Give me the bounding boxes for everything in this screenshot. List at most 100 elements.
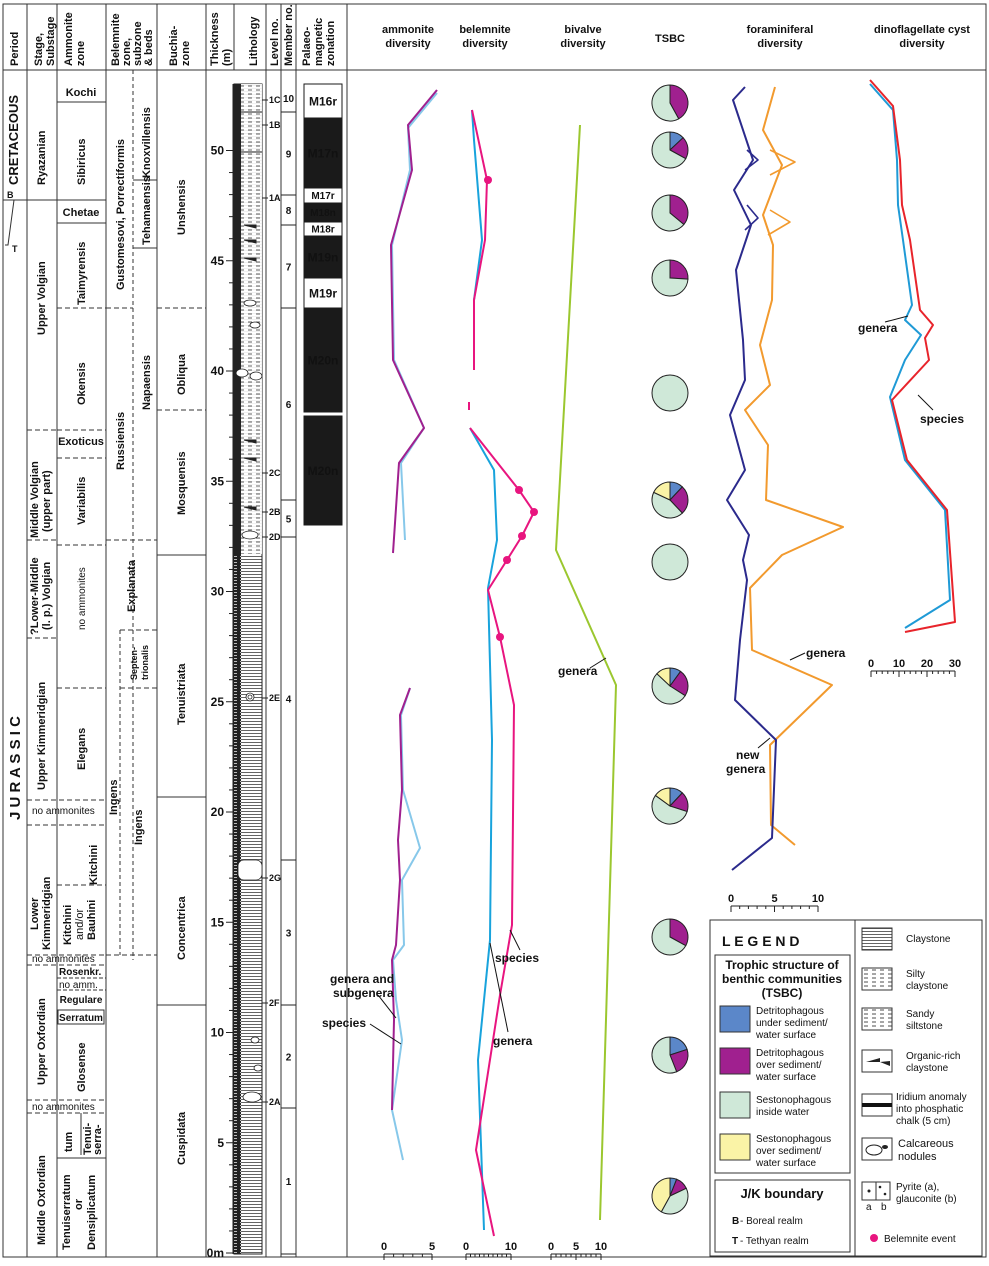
bel-zone-septentrionalis: Septen- bbox=[129, 647, 139, 680]
header-belemnite-zone: Belemnite bbox=[110, 13, 122, 66]
level-label: 1A bbox=[269, 193, 281, 203]
label-belemnite-genera: genera bbox=[493, 1034, 533, 1048]
tsbc-slice bbox=[653, 481, 671, 501]
belemnite-event-dot bbox=[484, 176, 492, 184]
legend-tethyan: - Tethyan realm bbox=[740, 1236, 809, 1247]
legend-swatch-sandy bbox=[861, 1007, 893, 1031]
legend-title: L E G E N D bbox=[722, 933, 800, 949]
level-label: 2B bbox=[269, 507, 281, 517]
stage-no-ammonites-2: no ammonites bbox=[32, 954, 95, 965]
stage-middle-volgian-2: (upper part) bbox=[41, 470, 53, 532]
header-ammonite-diversity: ammonite bbox=[382, 24, 434, 36]
amm-zone-taimyrensis: Taimyrensis bbox=[76, 242, 88, 305]
legend-det-under-3: water surface bbox=[755, 1030, 816, 1041]
header-ammonite-zone-2: zone bbox=[75, 41, 87, 66]
stage-no-ammonites: no ammonites bbox=[32, 806, 95, 817]
tsbc-pies bbox=[651, 84, 689, 1215]
tsbc-slice bbox=[651, 374, 689, 412]
header-buchia-zone: Buchia- bbox=[168, 25, 180, 66]
buchia-zone-tenuistriata: Tenuistriata bbox=[176, 663, 188, 725]
member-label: 2 bbox=[286, 1053, 292, 1064]
stage-middle-volgian: Middle Volgian bbox=[29, 461, 41, 538]
axis-tick-label: 5 bbox=[771, 893, 777, 905]
amm-zone-tenuiserratum-short-2: serra- bbox=[92, 1124, 104, 1155]
legend-det-over: Detritophagous bbox=[756, 1048, 824, 1059]
buchia-zone-obliqua: Obliqua bbox=[176, 353, 188, 395]
legend-claystone: Claystone bbox=[906, 934, 951, 945]
label-genera-subgenera-2: subgenera bbox=[333, 986, 394, 1000]
thickness-tick-label: 20 bbox=[211, 805, 225, 819]
label-genera-subgenera: genera and bbox=[330, 972, 394, 986]
legend-iridium-2: into phosphatic bbox=[896, 1104, 963, 1115]
header-tsbc: TSBC bbox=[655, 33, 685, 45]
stage-lower-kimmeridgian-2: Kimmeridgian bbox=[41, 876, 53, 950]
tsbc-slice bbox=[651, 543, 689, 581]
header-belemnite-zone-3: subzone bbox=[132, 21, 144, 66]
dino-genera-curve bbox=[869, 83, 951, 629]
amm-zone-okensis: Okensis bbox=[76, 362, 88, 405]
legend-swatch-glauconite bbox=[875, 1181, 891, 1201]
member-numbers: 10 9 8 7 6 5 4 3 2 1 bbox=[281, 94, 296, 1255]
header-member-no: Member no. bbox=[283, 4, 295, 66]
header-ammonite-diversity-2: diversity bbox=[385, 38, 431, 50]
axis-tick-label: 0 bbox=[381, 1241, 387, 1253]
amm-zone-kochi: Kochi bbox=[66, 87, 97, 99]
level-label: 2F bbox=[269, 998, 280, 1008]
buchia-zone-mosquensis: Mosquensis bbox=[176, 451, 188, 515]
tsbc-slice bbox=[651, 259, 689, 297]
header-level-no: Level no. bbox=[269, 18, 281, 66]
axis-tick-label: 5 bbox=[573, 1241, 579, 1253]
jk-tethyan-mark: T bbox=[12, 244, 18, 254]
legend-swatch-det-over bbox=[719, 1047, 751, 1075]
legend-swatch-silty bbox=[861, 967, 893, 991]
label-foram-new-genera-2: genera bbox=[726, 762, 766, 776]
bel-zone-russiensis: Russiensis bbox=[115, 412, 127, 470]
header-foram-diversity-2: diversity bbox=[757, 38, 803, 50]
header-period: Period bbox=[9, 32, 21, 66]
amm-zone-no-ammonites: no ammonites bbox=[77, 567, 88, 630]
header-belemnite-diversity-2: diversity bbox=[462, 38, 508, 50]
buchia-zone-cuspidata: Cuspidata bbox=[176, 1111, 188, 1165]
legend-tsbc-title: Trophic structure of bbox=[725, 958, 839, 972]
legend-silty-2: claystone bbox=[906, 981, 949, 992]
legend-belemnite-event-dot bbox=[870, 1234, 878, 1242]
header-ammonite-zone: Ammonite bbox=[63, 12, 75, 66]
amm-zone-kitchini-bauhini: Kitchini bbox=[62, 905, 74, 945]
amm-zone-variabilis: Variabilis bbox=[76, 477, 88, 525]
legend-boreal: - Boreal realm bbox=[740, 1216, 803, 1227]
amm-zone-rosenkr: Rosenkr. bbox=[59, 967, 101, 978]
label-ammonite-species: species bbox=[322, 1016, 366, 1030]
thickness-tick-label: 0m bbox=[207, 1246, 224, 1260]
stage-middle-oxfordian: Middle Oxfordian bbox=[36, 1155, 48, 1245]
amm-zone-kitchini-bauhini-2: and/or bbox=[74, 908, 86, 940]
header-palaeomag-2: magnetic bbox=[313, 18, 325, 66]
legend-ses-over-3: water surface bbox=[755, 1158, 816, 1169]
thickness-tick-label: 30 bbox=[211, 585, 225, 599]
legend-det-over-2: over sediment/ bbox=[756, 1060, 822, 1071]
legend-iridium-3: chalk (5 cm) bbox=[896, 1116, 950, 1127]
foram-spike-1 bbox=[769, 149, 796, 176]
magnetozone-block bbox=[303, 117, 343, 189]
tsbc-slice bbox=[654, 787, 671, 807]
tsbc-slice bbox=[669, 259, 689, 280]
legend-sandy-2: siltstone bbox=[906, 1021, 943, 1032]
bel-zone-septentrionalis-2: trionalis bbox=[140, 645, 150, 680]
axis-tick-label: 0 bbox=[463, 1241, 469, 1253]
stage-ryazanian: Ryazanian bbox=[36, 130, 48, 185]
tsbc-slice bbox=[651, 794, 688, 825]
ammonite-zone-column: Kochi Sibiricus Chetae Taimyrensis Okens… bbox=[57, 87, 106, 1250]
ammonite-genera-curve-lower bbox=[391, 687, 411, 1111]
legend-ses-inside-2: inside water bbox=[756, 1107, 810, 1118]
period-cretaceous: CRETACEOUS bbox=[6, 95, 21, 185]
amm-zone-densiplicatum: Densiplicatum bbox=[86, 1175, 98, 1250]
thickness-tick-label: 5 bbox=[217, 1136, 224, 1150]
legend: L E G E N D Trophic structure of benthic… bbox=[709, 919, 983, 1257]
belemnite-event-dot bbox=[530, 508, 538, 516]
legend-jk-title: J/K boundary bbox=[740, 1186, 824, 1201]
legend-pyrite-b: b bbox=[881, 1202, 887, 1213]
amm-zone-regulare: Regulare bbox=[60, 995, 103, 1006]
magnetozone-label: M19r bbox=[309, 287, 337, 301]
legend-tethyan-letter: T bbox=[732, 1236, 738, 1247]
axis-tick-label: 10 bbox=[812, 893, 824, 905]
